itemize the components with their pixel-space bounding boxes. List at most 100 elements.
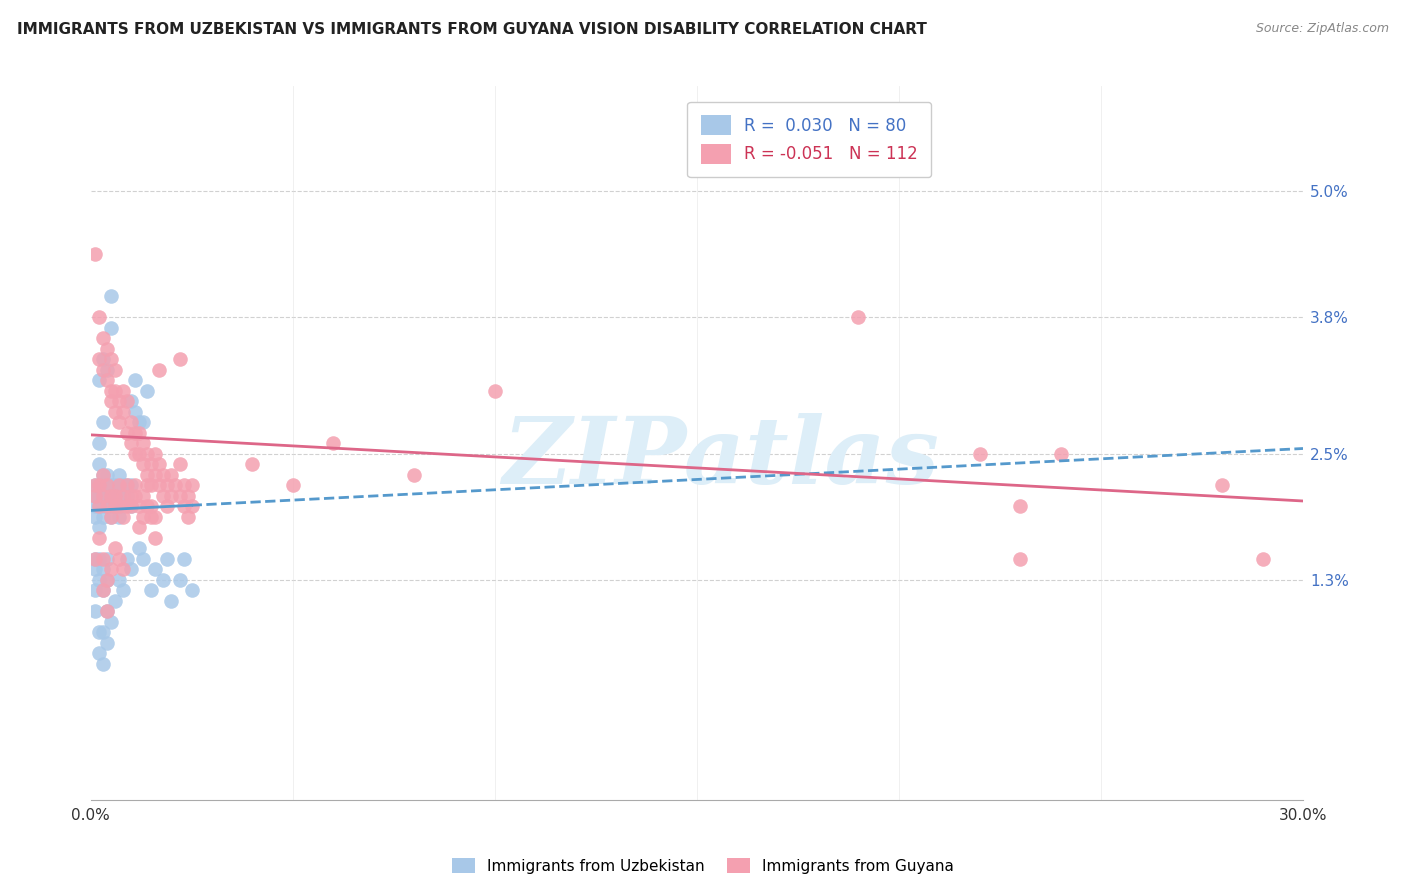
- Point: [115, 551, 138, 566]
- Point: [143, 531, 166, 545]
- Legend: Immigrants from Uzbekistan, Immigrants from Guyana: Immigrants from Uzbekistan, Immigrants f…: [446, 852, 960, 880]
- Point: [148, 363, 170, 377]
- Point: [969, 447, 991, 461]
- Point: [176, 509, 198, 524]
- Point: [100, 394, 122, 409]
- Point: [87, 500, 110, 514]
- Point: [108, 509, 131, 524]
- Point: [91, 467, 114, 482]
- Point: [108, 478, 131, 492]
- Point: [100, 489, 122, 503]
- Point: [141, 478, 163, 492]
- Point: [83, 500, 105, 514]
- Point: [128, 520, 150, 534]
- Point: [96, 467, 118, 482]
- Point: [1211, 478, 1233, 492]
- Point: [83, 489, 105, 503]
- Point: [100, 478, 122, 492]
- Point: [136, 500, 159, 514]
- Point: [87, 478, 110, 492]
- Point: [87, 373, 110, 387]
- Point: [104, 541, 127, 556]
- Point: [87, 573, 110, 587]
- Point: [128, 541, 150, 556]
- Point: [111, 489, 134, 503]
- Point: [91, 489, 114, 503]
- Point: [1010, 500, 1032, 514]
- Point: [91, 489, 114, 503]
- Point: [132, 509, 155, 524]
- Point: [87, 646, 110, 660]
- Point: [160, 489, 183, 503]
- Point: [83, 551, 105, 566]
- Point: [165, 478, 187, 492]
- Point: [91, 583, 114, 598]
- Point: [115, 478, 138, 492]
- Point: [240, 457, 263, 471]
- Point: [108, 467, 131, 482]
- Point: [100, 489, 122, 503]
- Point: [848, 310, 870, 325]
- Point: [132, 436, 155, 450]
- Point: [111, 405, 134, 419]
- Point: [104, 489, 127, 503]
- Point: [104, 489, 127, 503]
- Point: [111, 509, 134, 524]
- Point: [152, 489, 174, 503]
- Point: [160, 467, 183, 482]
- Point: [91, 551, 114, 566]
- Point: [173, 478, 195, 492]
- Point: [108, 551, 131, 566]
- Point: [91, 363, 114, 377]
- Point: [124, 489, 146, 503]
- Point: [87, 489, 110, 503]
- Point: [120, 562, 142, 576]
- Point: [83, 562, 105, 576]
- Point: [104, 405, 127, 419]
- Point: [111, 478, 134, 492]
- Point: [100, 509, 122, 524]
- Point: [87, 520, 110, 534]
- Point: [83, 604, 105, 618]
- Point: [120, 478, 142, 492]
- Point: [91, 583, 114, 598]
- Point: [96, 551, 118, 566]
- Point: [87, 310, 110, 325]
- Point: [169, 352, 191, 367]
- Point: [1010, 551, 1032, 566]
- Point: [91, 509, 114, 524]
- Point: [115, 394, 138, 409]
- Point: [143, 447, 166, 461]
- Point: [1251, 551, 1274, 566]
- Point: [136, 478, 159, 492]
- Point: [281, 478, 304, 492]
- Point: [132, 457, 155, 471]
- Point: [124, 478, 146, 492]
- Point: [96, 500, 118, 514]
- Point: [143, 509, 166, 524]
- Point: [132, 415, 155, 429]
- Point: [169, 573, 191, 587]
- Legend: R =  0.030   N = 80, R = -0.051   N = 112: R = 0.030 N = 80, R = -0.051 N = 112: [688, 102, 931, 178]
- Point: [91, 625, 114, 640]
- Point: [108, 415, 131, 429]
- Point: [169, 457, 191, 471]
- Point: [87, 436, 110, 450]
- Point: [108, 573, 131, 587]
- Point: [111, 500, 134, 514]
- Point: [120, 436, 142, 450]
- Point: [111, 583, 134, 598]
- Point: [115, 489, 138, 503]
- Point: [100, 352, 122, 367]
- Point: [83, 478, 105, 492]
- Point: [120, 500, 142, 514]
- Point: [83, 509, 105, 524]
- Point: [124, 405, 146, 419]
- Point: [136, 467, 159, 482]
- Point: [136, 384, 159, 398]
- Point: [128, 415, 150, 429]
- Text: IMMIGRANTS FROM UZBEKISTAN VS IMMIGRANTS FROM GUYANA VISION DISABILITY CORRELATI: IMMIGRANTS FROM UZBEKISTAN VS IMMIGRANTS…: [17, 22, 927, 37]
- Point: [100, 562, 122, 576]
- Point: [96, 363, 118, 377]
- Point: [87, 478, 110, 492]
